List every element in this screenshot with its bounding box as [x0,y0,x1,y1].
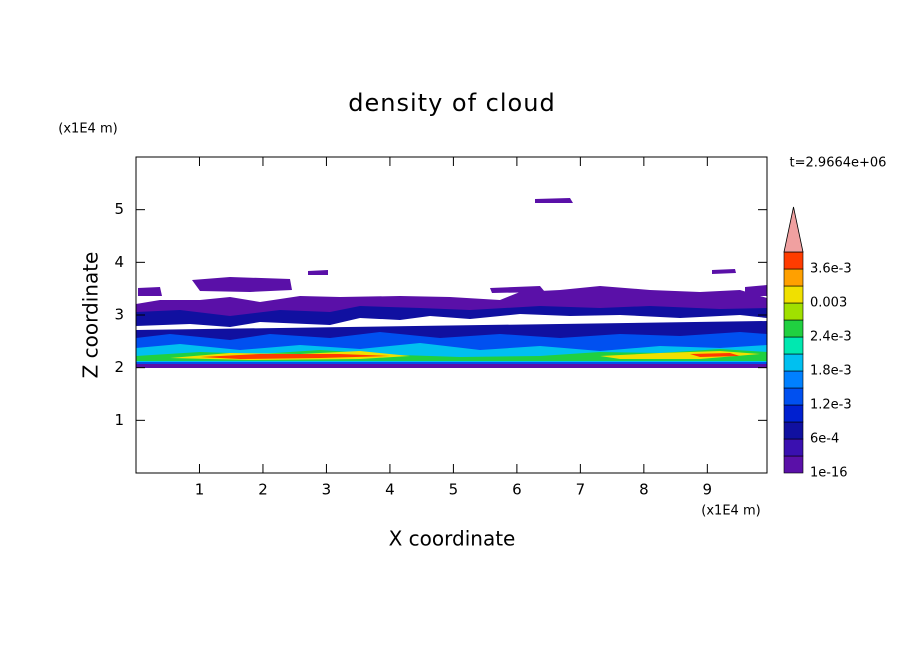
x-tick-label: 2 [258,481,268,499]
contour-field [136,198,767,368]
colorbar-box [783,319,804,338]
x-unit: (x1E4 m) [701,504,760,519]
y-tick-label: 3 [114,306,124,324]
colorbar-extend [783,206,804,253]
x-tick-label: 4 [385,481,395,499]
x-tick-label: 9 [703,481,713,499]
y-tick-label: 5 [114,200,124,218]
x-tick-label: 8 [639,481,649,499]
colorbar-box [783,268,804,287]
colorbar-box [783,353,804,372]
colorbar-box [783,370,804,389]
colorbar-box [783,251,804,270]
x-tick-label: 3 [322,481,332,499]
x-tick-label: 1 [195,481,205,499]
y-unit: (x1E4 m) [58,122,117,137]
colorbar-box [783,421,804,440]
colorbar-box [783,404,804,423]
chart-title: density of cloud [348,89,555,117]
x-axis-label: X coordinate [389,527,516,551]
colorbar-label: 6e-4 [810,432,839,447]
x-tick-label: 5 [449,481,459,499]
colorbar-box [783,302,804,321]
colorbar-box [783,336,804,355]
colorbar-box [783,438,804,457]
y-tick-label: 2 [114,358,124,376]
time-label: t=2.9664e+06 [790,156,887,171]
x-tick-label: 7 [576,481,586,499]
y-tick-label: 4 [114,253,124,271]
y-tick-label: 1 [114,411,124,429]
colorbar-box [783,285,804,304]
colorbar-label: 1e-16 [810,466,848,481]
x-tick-label: 6 [512,481,522,499]
colorbar-box [783,455,804,474]
y-axis-label: Z coordinate [79,252,103,379]
colorbar-label: 0.003 [810,296,847,311]
colorbar-label: 1.8e-3 [810,364,852,379]
colorbar-label: 3.6e-3 [810,262,852,277]
colorbar-label: 2.4e-3 [810,330,852,345]
colorbar-label: 1.2e-3 [810,398,852,413]
colorbar-box [783,387,804,406]
